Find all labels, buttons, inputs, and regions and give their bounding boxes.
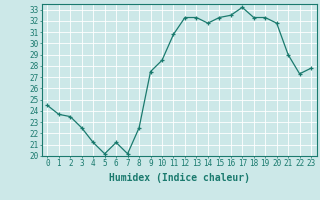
X-axis label: Humidex (Indice chaleur): Humidex (Indice chaleur) xyxy=(109,173,250,183)
